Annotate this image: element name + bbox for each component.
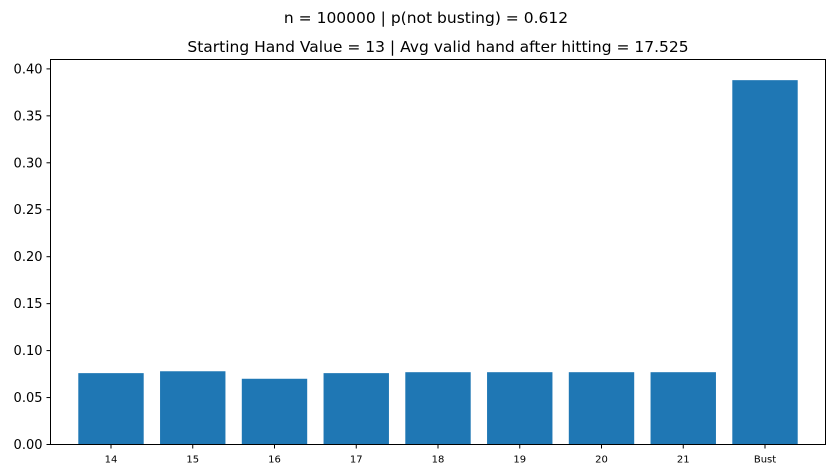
y-tick-label: 0.10 xyxy=(14,344,43,359)
x-tick-label: 14 xyxy=(105,455,118,466)
x-tick-label: 20 xyxy=(595,455,608,466)
bar-20 xyxy=(568,372,635,445)
bar-14 xyxy=(78,373,144,445)
x-tick-label: 17 xyxy=(350,455,363,466)
x-axis: 14 15 16 17 18 19 20 21 Bust xyxy=(105,444,776,466)
bar-18 xyxy=(405,372,471,445)
x-tick-label: 16 xyxy=(268,455,281,466)
bar-bust xyxy=(732,80,798,445)
bar-19 xyxy=(487,372,553,445)
plot-frame xyxy=(50,59,826,445)
y-tick-label: 0.35 xyxy=(14,109,43,124)
chart-suptitle: n = 100000 | p(not busting) = 0.612 xyxy=(284,9,568,27)
bar-16 xyxy=(241,378,308,445)
y-tick-label: 0.15 xyxy=(14,297,43,312)
y-tick-label: 0.30 xyxy=(14,156,43,171)
chart-title: Starting Hand Value = 13 | Avg valid han… xyxy=(187,38,688,56)
y-tick-label: 0.05 xyxy=(14,391,43,406)
y-tick-label: 0.20 xyxy=(14,250,43,265)
x-tick-label: 15 xyxy=(186,455,199,466)
y-axis: 0.00 0.05 0.10 0.15 0.20 0.25 0.30 0.35 0.40 xyxy=(14,62,51,453)
x-tick-label: 21 xyxy=(677,455,690,466)
x-tick-label: 18 xyxy=(432,455,445,466)
x-tick-label: Bust xyxy=(754,455,776,466)
x-tick-label: 19 xyxy=(513,455,526,466)
y-tick-label: 0.25 xyxy=(14,203,43,218)
bar-21 xyxy=(650,372,716,445)
bar-17 xyxy=(323,373,389,445)
bar-15 xyxy=(160,371,226,445)
bars-group xyxy=(78,80,798,445)
y-tick-label: 0.00 xyxy=(14,438,43,453)
y-tick-label: 0.40 xyxy=(14,62,43,77)
